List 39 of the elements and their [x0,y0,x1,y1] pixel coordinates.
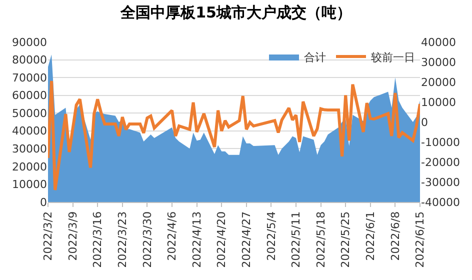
y2-tick-label: -30000 [421,176,460,189]
x-tick-label: 2022/5/4 [264,211,278,261]
y2-tick-label: 20000 [421,76,456,89]
y2-tick-label: 40000 [421,36,456,49]
x-tick-label: 2022/3/9 [66,211,80,261]
y-tick-label: 60000 [12,89,47,102]
y-tick-label: 10000 [12,178,47,192]
y-tick-label: 40000 [12,124,47,138]
y-tick-label: 70000 [12,71,47,84]
x-tick-label: 2022/4/27 [240,211,253,268]
x-tick-label: 2022/3/2 [42,211,55,261]
x-tick-label: 2022/4/20 [215,211,228,268]
x-tick-label: 2022/4/6 [166,211,179,261]
x-tick-label: 2022/5/11 [290,211,303,268]
y-tick-label: 50000 [12,106,47,120]
x-tick-label: 2022/5/25 [339,211,352,268]
x-tick-label: 2022/3/23 [116,211,129,268]
x-tick-label: 2022/3/16 [91,211,104,268]
y-tick-label: 80000 [12,54,47,67]
x-tick-label: 2022/6/15 [414,211,427,268]
x-tick-label: 2022/5/18 [314,211,328,268]
x-tick-label: 2022/3/30 [140,211,154,268]
y-tick-label: 0 [40,196,47,209]
y-tick-label: 30000 [12,142,47,156]
legend-label: 合计 [304,50,326,64]
x-tick-label: 2022/4/13 [190,211,204,268]
legend-label: 较前一日 [371,50,415,64]
x-tick-label: 2022/6/8 [388,211,402,261]
x-tick-label: 2022/6/1 [364,211,377,261]
y2-tick-label: -20000 [421,156,460,169]
line-series [48,80,420,192]
y2-tick-label: 10000 [421,96,456,109]
y2-tick-label: 0 [421,116,428,129]
y-tick-label: 20000 [12,160,47,174]
y2-tick-label: 30000 [421,56,456,69]
y-tick-label: 90000 [12,36,47,49]
chart-title: 全国中厚板15城市大户成交（吨） [120,4,352,22]
y2-tick-label: -10000 [421,136,460,149]
y2-tick-label: -40000 [421,196,460,209]
